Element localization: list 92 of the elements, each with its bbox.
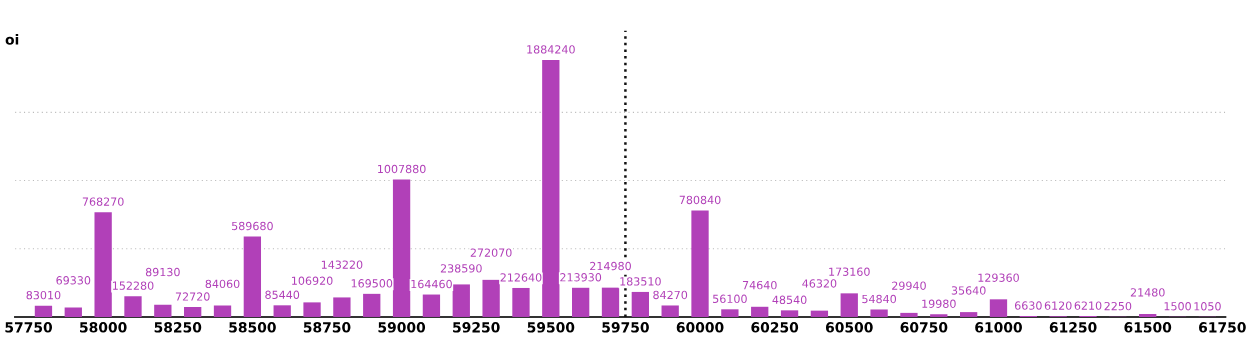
data-label: 106920 xyxy=(292,276,333,285)
bar xyxy=(213,305,232,317)
data-label: 2250 xyxy=(1104,301,1132,311)
data-label: 72720 xyxy=(175,292,210,301)
x-tick-label: 59000 xyxy=(378,322,426,333)
x-tick-label: 60750 xyxy=(900,322,948,333)
bar xyxy=(243,236,262,317)
data-label: 69330 xyxy=(56,276,91,285)
data-label: 56100 xyxy=(713,294,747,303)
bar xyxy=(572,287,590,317)
bar xyxy=(870,309,888,317)
bar xyxy=(333,297,351,317)
x-tick-label: 60250 xyxy=(751,322,799,333)
data-label: 84270 xyxy=(653,290,688,300)
bar xyxy=(631,291,649,317)
data-label: 48540 xyxy=(772,295,807,305)
bar xyxy=(124,296,142,317)
bar xyxy=(392,179,411,317)
y-axis-title: oi xyxy=(5,33,19,45)
data-label: 84060 xyxy=(205,279,240,289)
data-label: 212640 xyxy=(500,273,542,282)
x-tick-label: 59250 xyxy=(453,322,500,333)
bar xyxy=(452,284,470,317)
bar xyxy=(989,299,1008,317)
bar xyxy=(482,279,500,317)
data-label: 183510 xyxy=(620,277,661,286)
bar xyxy=(959,312,978,317)
data-label: 768270 xyxy=(82,197,124,206)
data-label: 89130 xyxy=(145,267,180,277)
data-label: 213930 xyxy=(560,273,602,282)
bar xyxy=(542,59,560,317)
data-label: 143220 xyxy=(321,260,363,269)
bar xyxy=(930,314,948,317)
data-label: 272070 xyxy=(470,248,512,257)
data-label: 1884240 xyxy=(527,45,575,54)
bar xyxy=(751,306,769,317)
bar xyxy=(721,309,739,317)
x-tick-label: 58500 xyxy=(229,322,276,333)
data-label: 6630 xyxy=(1014,301,1042,310)
x-tick-label: 58750 xyxy=(303,322,351,333)
bar xyxy=(601,287,620,317)
data-label: 164460 xyxy=(411,279,452,289)
x-tick-label: 58000 xyxy=(80,322,127,333)
bar xyxy=(780,310,799,317)
data-label: 35640 xyxy=(951,286,986,295)
x-tick-label: 61750 xyxy=(1199,322,1246,333)
bar xyxy=(363,293,381,317)
data-label: 54840 xyxy=(862,294,897,304)
data-label: 1500 xyxy=(1164,302,1191,311)
data-label: 780840 xyxy=(679,195,721,205)
bar xyxy=(512,287,530,317)
data-label: 83010 xyxy=(26,290,61,300)
x-tick-label: 61500 xyxy=(1124,322,1172,333)
x-tick-label: 61250 xyxy=(1049,322,1097,333)
bar xyxy=(154,304,172,317)
data-label: 589680 xyxy=(232,221,273,231)
bar xyxy=(303,302,321,317)
data-label: 29940 xyxy=(892,281,926,290)
data-label: 85440 xyxy=(265,290,300,299)
data-label: 129360 xyxy=(978,273,1019,282)
data-label: 1050 xyxy=(1194,302,1221,311)
data-label: 21480 xyxy=(1130,288,1165,297)
data-label: 1007880 xyxy=(378,164,426,174)
x-tick-label: 60500 xyxy=(825,322,873,333)
x-tick-label: 60000 xyxy=(676,322,724,333)
x-tick-label: 59500 xyxy=(527,322,575,333)
bar xyxy=(691,210,709,317)
x-tick-label: 61000 xyxy=(975,322,1022,333)
data-label: 152280 xyxy=(112,281,154,290)
bar xyxy=(34,305,53,317)
data-label: 19980 xyxy=(922,299,956,308)
data-label: 173160 xyxy=(829,267,870,276)
data-label: 214980 xyxy=(590,261,631,271)
data-label: 238590 xyxy=(440,264,482,273)
data-label: 6120 xyxy=(1044,301,1072,310)
bar xyxy=(1139,314,1157,317)
x-tick-label: 58250 xyxy=(154,322,202,333)
bar xyxy=(273,305,291,317)
bar xyxy=(661,305,679,317)
data-label: 74640 xyxy=(742,280,777,290)
bar xyxy=(422,294,441,317)
x-tick-label: 57750 xyxy=(5,322,53,333)
bar xyxy=(184,307,202,317)
data-label: 6210 xyxy=(1074,301,1102,310)
bar xyxy=(840,293,858,317)
bar xyxy=(810,310,829,317)
bar xyxy=(64,307,82,317)
data-label: 46320 xyxy=(802,279,837,288)
data-label: 169500 xyxy=(351,279,393,288)
bar xyxy=(900,312,918,317)
bar xyxy=(94,212,112,317)
x-tick-label: 59750 xyxy=(602,322,649,333)
